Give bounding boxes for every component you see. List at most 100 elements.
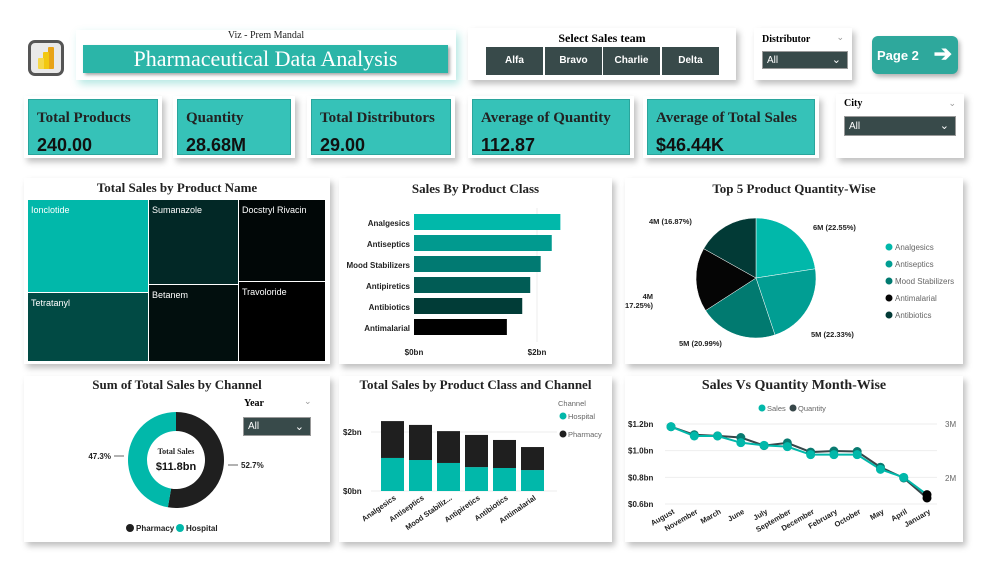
category-label: Antiseptics [367, 240, 411, 249]
kpi-total-products: Total Products 240.00 [24, 96, 162, 158]
bar [414, 235, 552, 251]
kpi-value: 29.00 [320, 135, 366, 155]
class-channel-card: Total Sales by Product Class and Channel… [339, 376, 612, 542]
treemap-cell[interactable]: Ionclotide [28, 200, 148, 292]
x-tick-label: March [699, 507, 723, 526]
kpi-total-distributors: Total Distributors 29.00 [307, 96, 455, 158]
chart-title: Total Sales by Product Class and Channel [359, 377, 592, 392]
collapse-chevron-icon[interactable]: ⌄ [836, 32, 844, 42]
chart-title: Sales By Product Class [411, 181, 540, 196]
legend-label: Hospital [186, 524, 218, 533]
city-slicer: City ⌄ All ⌄ [836, 94, 964, 158]
year-value: All [248, 421, 260, 432]
center-label: Total Sales [158, 447, 195, 456]
collapse-chevron-icon[interactable]: ⌄ [304, 396, 312, 406]
sales-team-slicer: Select Sales team Alfa Bravo Charlie Del… [468, 28, 736, 80]
team-button-delta[interactable]: Delta [662, 47, 719, 75]
data-point [759, 440, 769, 450]
y2-tick-label: 3M [945, 420, 956, 429]
bar-segment [381, 421, 404, 458]
legend-marker [789, 404, 797, 412]
kpi-title: Total Products [37, 110, 131, 126]
legend-marker [559, 430, 567, 438]
bar-segment [521, 447, 544, 471]
city-label: City [844, 98, 863, 109]
distributor-value: All [767, 55, 779, 66]
x-tick-label: May [868, 507, 886, 523]
sales-by-class-chart: Analgesics Antiseptics Mood Stabilizers Ant… [346, 208, 561, 357]
data-point [829, 450, 839, 460]
year-dropdown[interactable]: All ⌄ [243, 417, 311, 436]
power-bi-icon [38, 47, 54, 69]
treemap-cell[interactable]: Betanem [149, 285, 238, 361]
kpi-value: 28.68M [186, 135, 247, 155]
y2-tick-label: 2M [945, 474, 956, 483]
bar [414, 298, 523, 314]
legend-marker [885, 243, 893, 251]
data-point [713, 431, 723, 441]
x-tick-label: January [903, 507, 933, 530]
y-tick-label: $0.6bn [628, 500, 653, 509]
data-point [666, 422, 676, 432]
category-label: Antimalarial [364, 324, 410, 333]
chevron-down-icon: ⌄ [294, 421, 304, 433]
kpi-value: 240.00 [37, 135, 93, 155]
donut-slice [167, 412, 224, 508]
team-button-alfa[interactable]: Alfa [486, 47, 543, 75]
treemap-cell[interactable]: Sumanazole [149, 200, 238, 284]
collapse-chevron-icon[interactable]: ⌄ [948, 98, 956, 108]
city-dropdown[interactable]: All ⌄ [844, 116, 956, 136]
treemap-cell[interactable]: Docstryl Rivacin [239, 200, 325, 281]
data-point [899, 472, 909, 482]
kpi-average-quantity: Average of Quantity 112.87 [468, 96, 634, 158]
pie-slice [695, 248, 757, 311]
team-button-charlie[interactable]: Charlie [603, 47, 660, 75]
bar-segment [437, 431, 460, 463]
title-card: Viz - Prem Mandal Pharmaceutical Data An… [76, 30, 456, 80]
data-point [689, 431, 699, 441]
pie-slice [705, 277, 776, 339]
y-tick-label: $1.2bn [628, 420, 653, 429]
arrow-right-icon: ➔ [933, 41, 952, 66]
kpi-title: Average of Total Sales [656, 110, 797, 126]
page-2-button[interactable]: Page 2 ➔ [872, 36, 958, 74]
bar-segment [409, 424, 432, 461]
page-2-label: Page 2 [877, 48, 919, 63]
kpi-value: 112.87 [481, 135, 536, 155]
chevron-down-icon: ⌄ [939, 120, 949, 132]
legend-label: Sales [767, 404, 786, 413]
distributor-dropdown[interactable]: All ⌄ [762, 51, 848, 69]
legend-label: Antibiotics [895, 311, 931, 320]
category-label: Mood Stabilizers [346, 261, 410, 270]
bar [414, 277, 531, 293]
bar-segment [521, 470, 544, 491]
data-label: 5M (20.99%) [679, 339, 722, 348]
legend-marker [559, 412, 567, 420]
distributor-slicer: Distributor ⌄ All ⌄ [754, 28, 852, 80]
data-point [736, 438, 746, 448]
data-label: 4M (16.87%) [649, 217, 692, 226]
data-point [806, 450, 816, 460]
series-line [670, 425, 928, 499]
bar-segment [381, 457, 404, 491]
legend-label: Pharmacy [568, 430, 602, 439]
channel-donut-chart: Total Sales $11.8bn 52.7% 47.3% Pharmacy Hosp… [88, 412, 264, 533]
data-label: 52.7% [241, 461, 264, 470]
treemap-cell[interactable]: Travoloride [239, 282, 325, 361]
legend-marker [885, 277, 893, 285]
treemap-cell[interactable]: Tetratanyl [28, 293, 148, 361]
data-label: 5M (22.33%) [811, 330, 854, 339]
author-subtitle: Viz - Prem Mandal [227, 30, 305, 41]
bar-segment [409, 460, 432, 491]
legend-marker [758, 404, 766, 412]
pie-slice [755, 217, 816, 279]
legend-label: Analgesics [895, 243, 934, 252]
top5-pie-card: Top 5 Product Quantity-Wise 6M (22.55%) 5… [625, 178, 963, 364]
data-point [852, 450, 862, 460]
series-line [670, 425, 928, 496]
team-button-bravo[interactable]: Bravo [545, 47, 602, 75]
y-tick-label: $2bn [343, 428, 362, 437]
data-label: 4M [643, 292, 653, 301]
legend-marker [885, 294, 893, 302]
